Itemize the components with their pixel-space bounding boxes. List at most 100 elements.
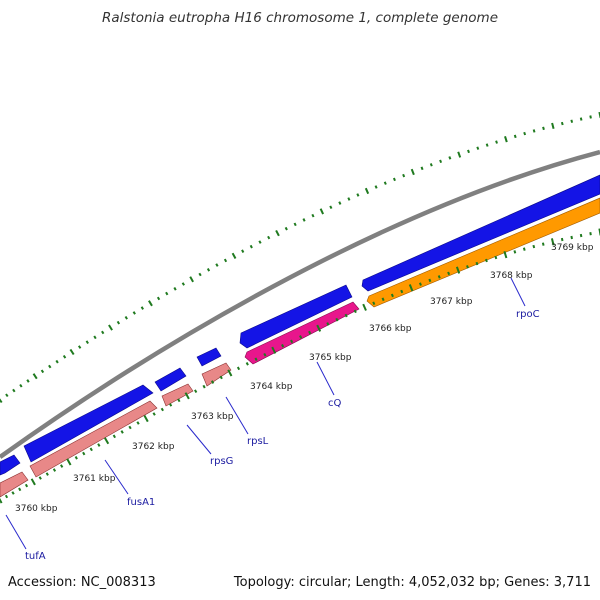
tick-mark [466,265,469,269]
tick-mark [513,250,517,254]
leader-line-cQ [316,361,335,396]
tick-mark [258,240,262,244]
leader-line-rpoC [510,277,526,307]
tick-mark [392,177,396,182]
tick-mark [189,276,194,283]
tick-mark [112,434,116,439]
tick-mark [570,119,574,123]
tick-mark [245,362,249,366]
tick-mark [5,393,9,398]
tick-mark [140,306,144,310]
tick-mark [281,343,285,348]
tick-label: 3762 kbp [132,442,175,452]
reverse-gene-3 [161,383,194,407]
tick-mark [206,268,211,272]
tick-label: 3763 kbp [191,412,234,422]
tick-mark [542,126,545,131]
tick-label: 3764 kbp [250,382,293,392]
tick-mark [82,451,86,456]
reverse-gene-1 [0,471,29,498]
tick-mark [60,464,64,468]
tick-mark [177,398,181,403]
tick-mark [271,346,277,354]
tick-mark [173,287,177,291]
tick-mark [143,415,149,423]
tick-mark [551,122,555,130]
tick-mark [381,297,385,302]
tick-mark [77,345,82,349]
tick-mark [311,213,315,218]
tick-label: 3769 kbp [551,243,594,253]
backbone-line [0,149,600,459]
tick-mark [267,235,271,240]
tick-mark [89,447,93,452]
tick-mark [467,149,470,154]
tick-mark [30,478,36,486]
tick-mark [152,412,156,416]
tick-mark [344,313,348,318]
gene-label: tufA [25,551,46,562]
tick-mark [11,491,15,495]
tick-mark [485,258,488,263]
tick-mark [308,330,312,335]
tick-mark [335,317,339,322]
tick-mark [532,244,536,249]
tick-mark [85,340,89,345]
reverse-strand-genes [0,362,232,498]
tick-mark [513,134,517,139]
tick-mark [198,272,202,277]
tick-mark [448,156,452,160]
tick-mark [169,403,173,407]
tick-mark [570,235,573,240]
tick-mark [108,324,113,331]
tick-mark [316,324,322,332]
gene-labels: tufA fusA1 rpsG rpsL cQ rpoC [25,309,540,562]
tick-mark [148,300,153,307]
tick-mark [120,430,124,434]
tick-mark [231,252,237,259]
tick-mark [284,226,288,231]
tick-mark [19,383,23,388]
tick-mark [18,487,22,492]
accession-text: Accession: NC_008313 [8,575,156,590]
tick-mark [457,151,462,158]
tick-mark [215,263,219,267]
tick-labels: 3760 kbp 3761 kbp 3762 kbp 3763 kbp 3764… [15,243,594,514]
tick-mark [4,494,9,499]
tick-mark [116,320,121,325]
tick-mark [522,247,526,251]
tick-mark [437,275,441,279]
tick-mark [504,136,508,143]
tick-mark [420,166,424,171]
tick-mark [402,173,406,178]
leader-line-tufA [5,514,27,550]
tick-mark [132,311,136,315]
reverse-gene-4 [201,362,232,387]
tick-mark [485,143,489,147]
tick-mark [364,187,370,195]
tick-mark [400,289,404,294]
tick-mark [447,271,451,276]
tick-mark [374,185,378,189]
tick-mark [418,282,422,286]
gene-label: fusA1 [127,497,155,508]
tick-mark [408,284,414,292]
leader-line-rpsG [186,424,212,455]
tick-mark [24,483,29,488]
tick-mark [40,369,45,374]
tick-mark [223,258,228,263]
tick-mark [429,163,433,167]
tick-mark [236,366,241,371]
tick-mark [101,330,105,335]
inner-tick-ring [0,228,600,504]
tick-mark [219,375,223,380]
gene-label: cQ [328,398,341,409]
tick-mark [579,117,583,121]
forward-gene-2 [23,384,154,463]
tick-mark [103,437,110,445]
tick-mark [74,456,78,460]
gene-label: rpoC [516,309,540,320]
tick-label: 3767 kbp [430,297,473,307]
tick-mark [93,335,97,340]
